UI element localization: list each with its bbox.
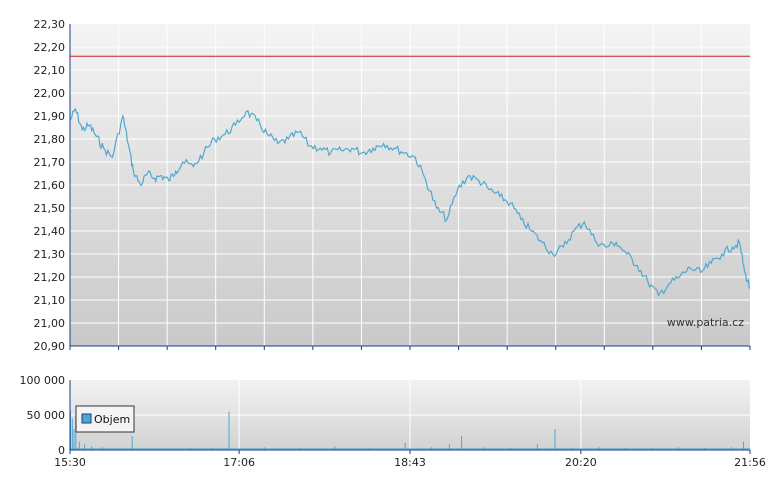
volume-bar: [71, 418, 73, 450]
price-y-tick-label: 21,30: [34, 248, 66, 261]
volume-bar: [84, 444, 86, 450]
legend-swatch: [81, 413, 92, 424]
price-y-tick-label: 21,00: [34, 317, 66, 330]
legend-label: Objem: [94, 413, 130, 426]
x-tick-label: 20:20: [565, 456, 597, 469]
price-y-tick-label: 21,10: [34, 294, 66, 307]
price-y-tick-label: 22,10: [34, 64, 66, 77]
price-y-tick-label: 21,80: [34, 133, 66, 146]
volume-bar: [461, 436, 463, 450]
price-y-tick-label: 21,20: [34, 271, 66, 284]
price-y-tick-label: 20,90: [34, 340, 66, 353]
price-series-line: [69, 107, 751, 297]
price-y-tick-label: 21,70: [34, 156, 66, 169]
price-y-tick-label: 21,50: [34, 202, 66, 215]
x-tick-label: 17:06: [223, 456, 255, 469]
x-tick-label: 15:30: [54, 456, 86, 469]
volume-y-tick-label: 50 000: [27, 409, 66, 422]
volume-bar: [743, 441, 744, 450]
volume-bar: [404, 443, 406, 450]
price-y-tick-label: 22,00: [34, 87, 66, 100]
volume-bar: [448, 444, 450, 450]
x-tick-label: 18:43: [394, 456, 426, 469]
volume-bar: [73, 429, 75, 450]
volume-baseline-activity: [70, 448, 750, 450]
price-y-tick-label: 22,30: [34, 18, 66, 31]
volume-bar: [536, 444, 538, 450]
volume-bar: [131, 436, 133, 450]
x-tick-label: 21:56: [734, 456, 766, 469]
volume-y-tick-label: 100 000: [20, 374, 66, 387]
price-y-tick-label: 21,40: [34, 225, 66, 238]
volume-bar: [228, 411, 230, 450]
price-y-tick-label: 22,20: [34, 41, 66, 54]
volume-bar: [554, 429, 556, 450]
volume-y-tick-label: 0: [58, 444, 65, 457]
volume-legend: Objem: [75, 405, 135, 433]
price-y-tick-label: 21,90: [34, 110, 66, 123]
volume-bar: [78, 441, 80, 450]
price-y-tick-label: 21,60: [34, 179, 66, 192]
watermark-text: www.patria.cz: [667, 316, 744, 329]
